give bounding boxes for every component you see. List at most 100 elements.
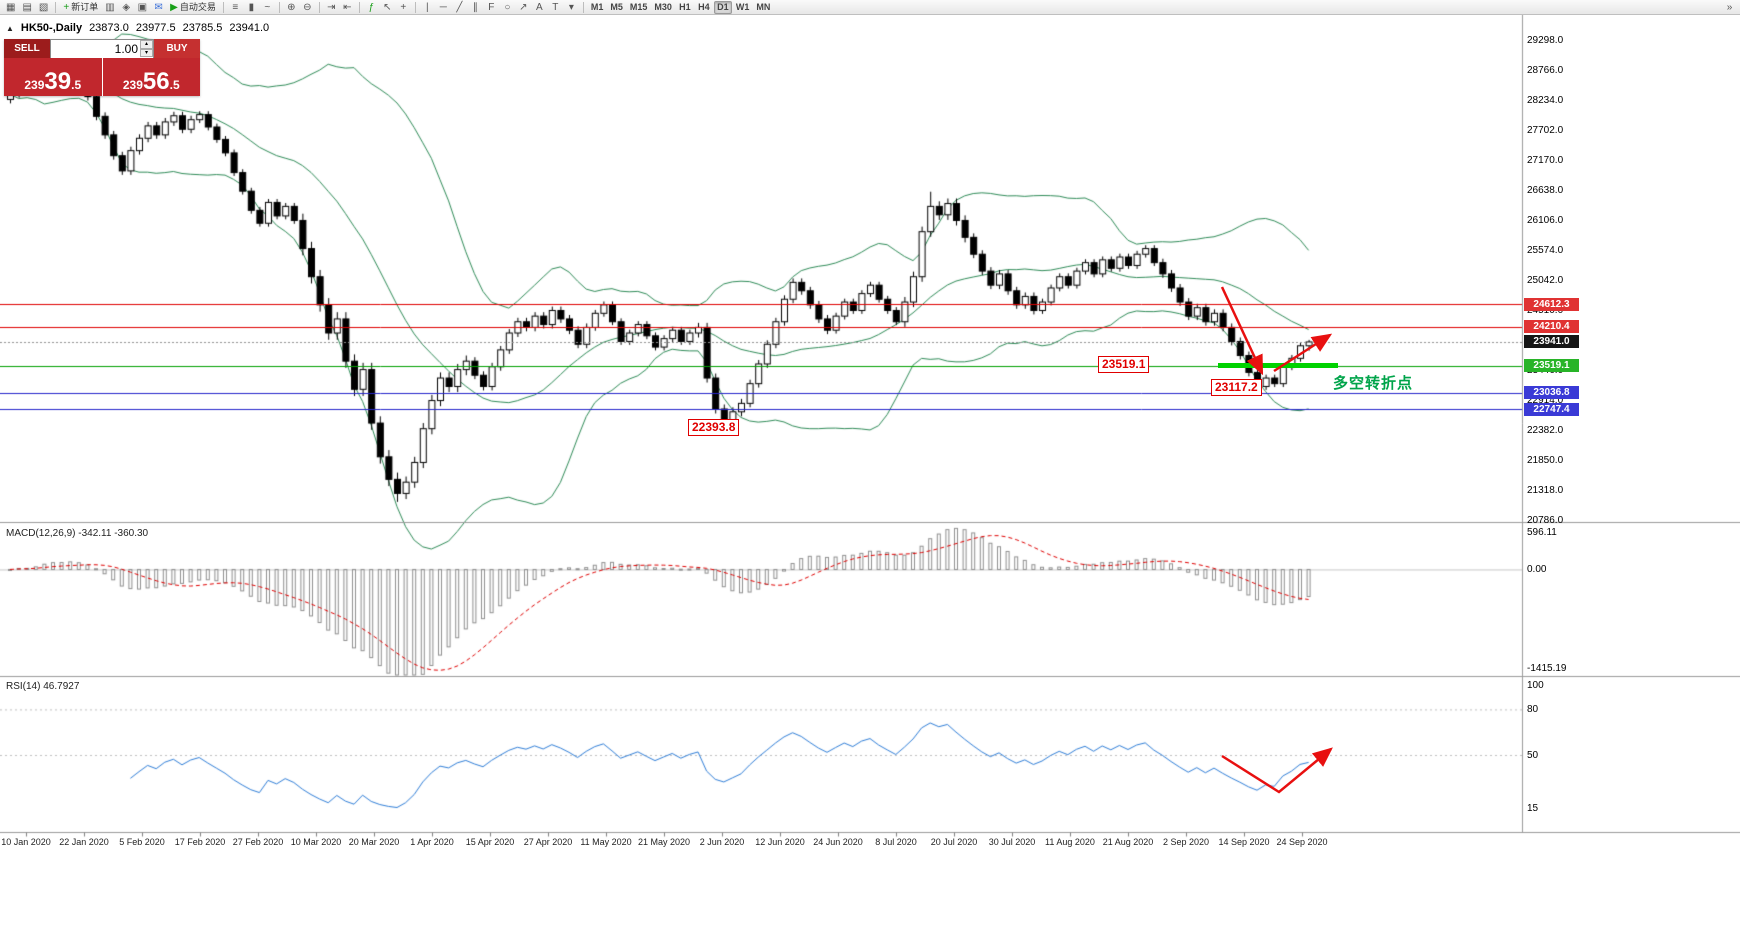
zoom-out-button[interactable]: ⊖ [300, 1, 315, 14]
chart-candles-button[interactable]: ▮ [244, 1, 259, 14]
fibonacci-button[interactable]: F [484, 1, 499, 14]
sell-price-button[interactable]: 239 39.5 [4, 58, 102, 96]
price-callout-23519[interactable]: 23519.1 [1098, 356, 1150, 373]
new-chart-button[interactable]: ▦ [3, 1, 18, 14]
date-axis-label: 27 Apr 2020 [523, 837, 573, 847]
buy-price-pips: 56 [142, 68, 170, 95]
chart-line-button[interactable]: ~ [260, 1, 275, 14]
toolbar-separator [55, 1, 57, 13]
zoom-in-icon: ⊕ [287, 1, 296, 13]
timeframe-button-h1[interactable]: H1 [679, 1, 691, 12]
timeframe-button-m30[interactable]: M30 [654, 1, 672, 12]
toolbar-overflow-button[interactable]: » [1726, 1, 1733, 13]
timeframe-button-d1[interactable]: D1 [713, 0, 732, 14]
ohlc-close: 23941.0 [229, 22, 270, 34]
toolbar-separator [582, 1, 584, 13]
terminal-button[interactable]: ▣ [135, 1, 150, 14]
pivot-note-text[interactable]: 多空转折点 [1333, 375, 1414, 392]
shapes-icon: ○ [504, 1, 511, 13]
timeframe-button-h4[interactable]: H4 [698, 1, 710, 12]
price-callout-23117[interactable]: 23117.2 [1211, 379, 1262, 396]
sell-button[interactable]: SELL [4, 39, 50, 58]
sell-price-pips: 39 [44, 68, 72, 95]
zoom-in-button[interactable]: ⊕ [284, 1, 299, 14]
buy-price-button[interactable]: 239 56.5 [102, 58, 200, 96]
chart-bars-button[interactable]: ≡ [228, 1, 243, 14]
rsi-axis-label: 50 [1527, 750, 1539, 761]
date-axis-label: 1 Apr 2020 [410, 837, 454, 847]
lot-increase-button[interactable]: ▴ [140, 40, 153, 49]
rsi-axis-label: 80 [1527, 704, 1539, 716]
new-order-button[interactable]: + 新订单 [60, 1, 101, 14]
support-highlight-segment[interactable] [1218, 363, 1338, 368]
timeframe-button-m15[interactable]: M15 [629, 1, 648, 12]
chart-templates-button[interactable]: ▧ [36, 1, 51, 14]
date-axis-label: 11 Aug 2020 [1045, 837, 1095, 847]
horizontal-line-icon: ─ [439, 1, 447, 13]
timeframe-button-m1[interactable]: M1 [590, 1, 604, 12]
horizontal-line-button[interactable]: ─ [436, 1, 451, 14]
toolbar-separator [358, 1, 360, 13]
macd-axis-label: 0.00 [1527, 564, 1547, 576]
objects-dropdown-button[interactable]: ▾ [564, 1, 579, 14]
trendline-icon: ╱ [456, 1, 463, 13]
price-callout-22393[interactable]: 22393.8 [688, 419, 740, 436]
lot-decrease-button[interactable]: ▾ [140, 48, 153, 57]
chart-shift-icon: ⇤ [343, 1, 352, 13]
symbol-name: HK50-,Daily [20, 22, 83, 34]
date-axis-label: 20 Mar 2020 [348, 837, 400, 847]
auto-scroll-button[interactable]: ⇥ [324, 1, 339, 14]
chart-candles-icon: ▮ [248, 1, 255, 13]
price-axis-label: 22914.0 [1527, 394, 1564, 406]
lot-size-input[interactable] [51, 40, 153, 58]
price-axis-label: 20786.0 [1527, 514, 1564, 526]
market-watch-button[interactable]: ▥ [102, 1, 117, 14]
indicators-button[interactable]: ƒ [364, 1, 379, 14]
navigator-icon: ◈ [122, 1, 131, 13]
date-axis-label: 2 Sep 2020 [1162, 837, 1210, 847]
price-axis-label: 26106.0 [1527, 215, 1564, 227]
timeframe-button-mn[interactable]: MN [756, 1, 771, 12]
cursor-button[interactable]: ↖ [380, 1, 395, 14]
crosshair-button[interactable]: + [396, 1, 411, 14]
macd-axis-label: -1415.19 [1527, 663, 1567, 674]
arrows-button[interactable]: ↗ [516, 1, 531, 14]
date-axis-label: 5 Feb 2020 [119, 837, 165, 847]
timeframe-button-m5[interactable]: M5 [610, 1, 623, 12]
chart-profiles-button[interactable]: ▤ [19, 1, 34, 14]
price-axis-label: 27170.0 [1527, 155, 1564, 167]
vertical-line-button[interactable]: | [420, 1, 435, 14]
price-chart-canvas[interactable] [0, 15, 1740, 940]
buy-button[interactable]: BUY [154, 39, 200, 58]
indicators-icon: ƒ [368, 1, 375, 13]
macd-axis-label: 596.11 [1527, 527, 1557, 538]
mail-button[interactable]: ✉ [151, 1, 166, 14]
autotrading-button[interactable]: ▶ 自动交易 [167, 1, 219, 14]
date-axis-label: 10 Jan 2020 [1, 837, 51, 847]
text-button[interactable]: A [532, 1, 547, 14]
rsi-indicator-label: RSI(14) 46.7927 [6, 681, 80, 692]
channel-button[interactable]: ∥ [468, 1, 483, 14]
shapes-button[interactable]: ○ [500, 1, 515, 14]
chart-window: ▲ HK50-,Daily 23873.0 23977.5 23785.5 23… [0, 15, 1740, 940]
sell-price-frac: .5 [71, 78, 82, 92]
price-badge: 24612.3 [1524, 297, 1579, 311]
chart-shift-button[interactable]: ⇤ [340, 1, 355, 14]
text-label-button[interactable]: T [548, 1, 563, 14]
price-axis-label: 21850.0 [1527, 454, 1564, 466]
price-axis-label: 27702.0 [1527, 125, 1564, 137]
rsi-axis-label: 100 [1527, 680, 1544, 691]
price-badge: 23941.0 [1524, 335, 1579, 349]
date-axis-label: 20 Jul 2020 [930, 837, 978, 847]
text-icon: A [536, 1, 543, 13]
navigator-button[interactable]: ◈ [119, 1, 134, 14]
date-axis-label: 27 Feb 2020 [232, 837, 284, 847]
trendline-button[interactable]: ╱ [452, 1, 467, 14]
toolbar-separator [278, 1, 280, 13]
one-click-collapse-button[interactable]: ▲ [6, 23, 14, 33]
date-axis-label: 8 Jul 2020 [875, 837, 917, 847]
mail-icon: ✉ [154, 1, 163, 13]
channel-icon: ∥ [472, 1, 478, 13]
timeframe-button-w1[interactable]: W1 [735, 1, 750, 12]
